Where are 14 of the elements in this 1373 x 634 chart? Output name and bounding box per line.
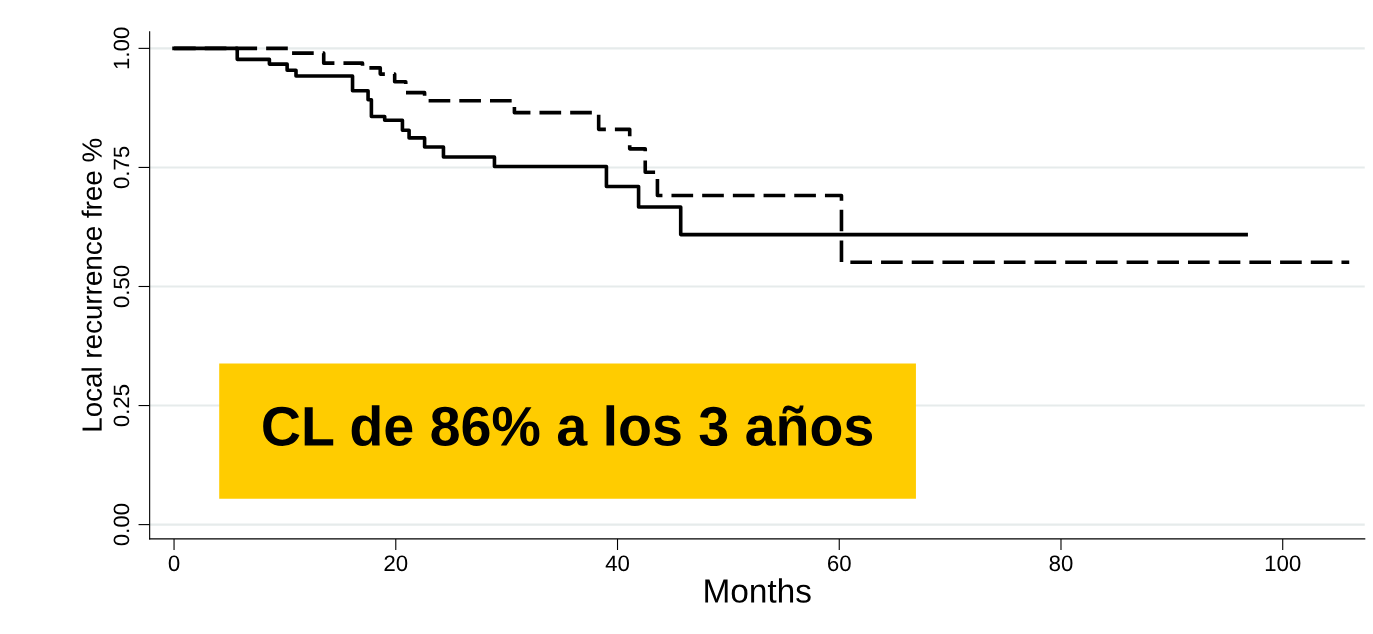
y-axis-title: Local recurrence free %: [81, 138, 102, 431]
x-tick-label: 20: [384, 555, 408, 572]
x-tick-label: 100: [1265, 555, 1301, 572]
annotation: CL de 86% a los 3 años: [263, 405, 873, 447]
x-tick-label: 0: [168, 555, 180, 572]
y-tick-label: 0.75: [113, 146, 130, 189]
x-tick-label: 60: [828, 555, 851, 572]
x-tick-label: 80: [1049, 555, 1073, 572]
y-tick-label: 0.00: [113, 503, 130, 546]
y-tick-label: 0.50: [113, 265, 130, 308]
x-tick-label: 40: [605, 555, 630, 572]
x-axis-title: Months: [705, 578, 811, 603]
y-tick-label: 1.00: [113, 27, 130, 69]
y-tick-label: 0.25: [113, 384, 130, 427]
